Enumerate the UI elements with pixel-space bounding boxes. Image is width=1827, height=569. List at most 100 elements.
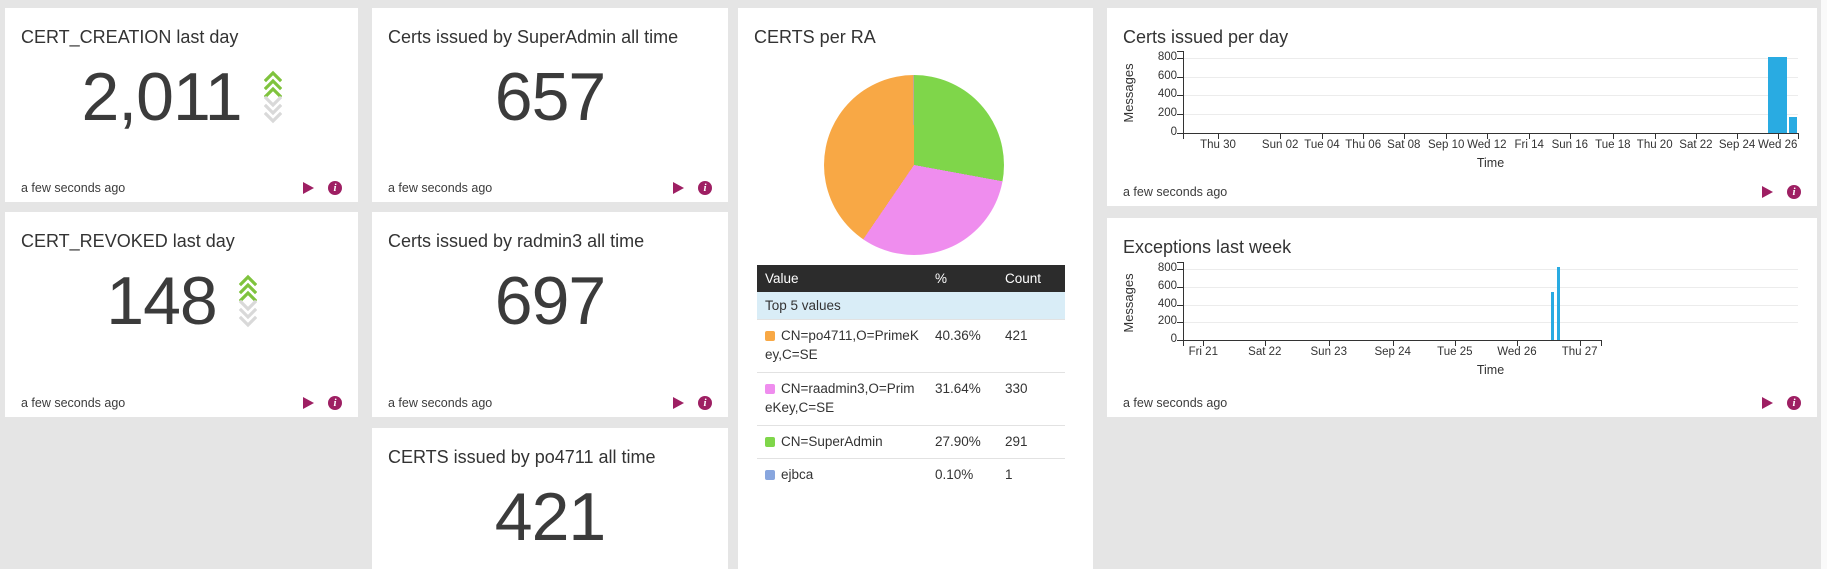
value-cell: CN=po4711,O=PrimeKey,C=SE [757,319,927,373]
x-tick-label: Sep 10 [1427,139,1465,151]
bar[interactable] [1788,117,1797,133]
x-tick-label: Sat 22 [1248,346,1282,358]
play-icon[interactable] [673,397,684,409]
y-tick-label: 0 [1170,333,1177,345]
grid-line [1183,286,1798,288]
x-axis-label: Time [1476,363,1505,377]
info-icon[interactable]: i [698,181,712,195]
x-tick-label: Wed 12 [1467,139,1507,151]
color-swatch-icon [765,470,775,481]
y-tick-mark [1177,114,1183,116]
y-tick-mark [1177,57,1183,59]
widget-footer: a few seconds ago i [1123,185,1801,199]
x-tick-mark [1363,133,1365,139]
value-cell: CN=SuperAdmin [757,424,927,459]
count-cell: 330 [997,371,1065,426]
widget-po4711: CERTS issued by po4711 all time 421 [372,428,728,569]
info-icon[interactable]: i [328,181,342,195]
y-tick-label: 400 [1157,297,1177,310]
x-tick-label: Sep 24 [1718,139,1756,151]
x-tick-label: Sep 24 [1374,346,1411,358]
info-icon[interactable]: i [1787,185,1801,199]
y-tick-label: 600 [1157,279,1177,292]
x-tick-label: Tue 18 [1595,139,1631,151]
play-icon[interactable] [303,397,314,409]
updated-timestamp: a few seconds ago [21,396,126,410]
x-tick-mark [1777,133,1779,139]
info-icon[interactable]: i [1787,396,1801,410]
value-cell: ejbca [757,458,927,493]
widget-cert-revoked: CERT_REVOKED last day 148 a few seconds … [5,212,358,417]
y-axis-label: Messages [1121,273,1136,333]
count-cell: 421 [997,319,1065,373]
x-tick-label: Tue 04 [1304,139,1340,151]
y-tick-label: 600 [1157,69,1177,82]
bar-chart-certs-per-day[interactable]: Messages 0 200 400 600 800 Thu 30 Sun 02 Tue 04… [1107,8,1817,206]
x-axis [1183,340,1602,341]
widget-certs-per-day: Certs issued per day Messages 0 200 400 600… [1107,8,1817,206]
y-tick-mark [1177,95,1183,97]
x-tick-mark [1280,133,1282,139]
y-tick-mark [1177,133,1183,134]
count-value: 697 [494,263,606,339]
trend-up-down-icon [238,274,257,328]
x-axis-end-tick [1183,340,1184,346]
scrollbar-track[interactable] [1821,0,1827,569]
play-icon[interactable] [1762,397,1773,409]
widget-title: CERTS issued by po4711 all time [388,447,656,467]
y-tick-label: 200 [1157,315,1177,328]
widget-footer: a few seconds ago i [21,396,342,410]
x-tick-label: Sun 02 [1261,139,1299,151]
x-tick-mark [1529,133,1531,139]
x-axis [1183,133,1798,134]
play-icon[interactable] [673,182,684,194]
y-tick-mark [1177,322,1183,324]
grid-line [1183,114,1798,116]
col-header-pct: % [927,265,997,292]
widget-certs-per-ra: CERTS per RA Value % Count Top 5 values … [738,8,1093,569]
x-tick-label: Thu 27 [1561,346,1598,358]
play-icon[interactable] [303,182,314,194]
count-value: 421 [494,479,606,555]
play-icon[interactable] [1762,186,1773,198]
x-tick-mark [1579,340,1581,346]
x-axis-label: Time [1476,156,1505,170]
count-value: 2,011 [81,59,242,135]
info-icon[interactable]: i [698,396,712,410]
x-tick-label: Thu 30 [1200,139,1236,151]
table-header-row: Value % Count [757,265,1065,292]
x-tick-label: Wed 26 [1757,139,1798,151]
quickvalues-table: Value % Count Top 5 values CN=po4711,O=P… [757,265,1065,493]
y-tick-label: 200 [1157,107,1177,120]
x-axis-end-tick [1183,133,1184,139]
percent-cell: 40.36% [927,319,997,373]
x-tick-mark [1218,133,1220,139]
x-axis-end-tick [1798,133,1799,139]
pie-chart[interactable] [824,75,1004,255]
table-row: CN=raadmin3,O=PrimeKey,C=SE 31.64% 330 [757,371,1065,426]
y-tick-mark [1177,304,1183,306]
bar[interactable] [1556,267,1560,340]
x-tick-label: Tue 25 [1437,346,1473,358]
widget-title: Certs issued by radmin3 all time [388,231,645,251]
updated-timestamp: a few seconds ago [1123,185,1228,199]
y-tick-mark [1177,76,1183,78]
bar[interactable] [1767,56,1787,133]
x-tick-mark [1392,340,1394,346]
percent-cell: 27.90% [927,424,997,459]
x-tick-mark [1321,133,1323,139]
x-tick-label: Wed 26 [1497,346,1537,358]
x-tick-label: Thu 06 [1345,139,1382,151]
bar[interactable] [1550,292,1554,340]
widget-radmin3: Certs issued by radmin3 all time 697 a f… [372,212,728,417]
info-icon[interactable]: i [328,396,342,410]
color-swatch-icon [765,436,775,447]
col-header-count: Count [997,265,1065,292]
bar-chart-exceptions[interactable]: Messages 0 200 400 600 800 Fri 21 Sat 22 Sun 23… [1107,218,1817,417]
y-tick-label: 800 [1157,262,1177,274]
x-tick-mark [1695,133,1697,139]
x-tick-mark [1737,133,1739,139]
table-subheader-row: Top 5 values [757,292,1065,320]
x-tick-mark [1516,340,1518,346]
y-tick-label: 800 [1157,50,1177,63]
